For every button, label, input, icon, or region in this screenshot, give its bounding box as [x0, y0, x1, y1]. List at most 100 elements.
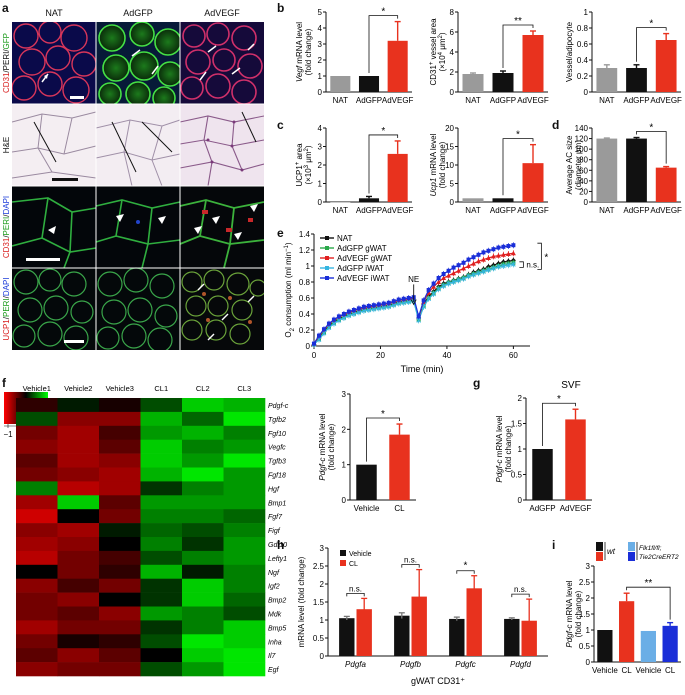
- data-point: [441, 272, 446, 276]
- heatmap-cell: [182, 481, 224, 496]
- image-he-advegf: [179, 104, 265, 187]
- x-tick-label: AdGFP: [356, 96, 382, 105]
- data-point: [485, 255, 491, 260]
- image-cd31-advegf: [180, 22, 264, 105]
- data-point: [461, 260, 466, 265]
- heatmap-gene-label: Figf: [268, 528, 281, 535]
- data-point: [421, 298, 426, 303]
- heatmap-cell: [140, 592, 183, 607]
- heatmap-cell: [223, 606, 266, 621]
- y-tick-label: 0.4: [577, 56, 589, 65]
- data-point: [451, 279, 456, 285]
- data-point: [486, 267, 491, 273]
- y-tick-label: 2: [518, 394, 523, 403]
- bar: [565, 419, 586, 500]
- heatmap-cell: [57, 620, 100, 635]
- heatmap-gene-label: Gdf10: [268, 542, 287, 549]
- significance-bracket: [366, 417, 400, 462]
- bar: [462, 74, 484, 92]
- heatmap-cell: [223, 523, 266, 538]
- bar: [411, 596, 427, 656]
- significance-label: *: [381, 7, 385, 18]
- heatmap-cell: [57, 648, 100, 663]
- y-tick-label: 20: [579, 187, 588, 196]
- heatmap-cell: [99, 453, 141, 468]
- data-point: [496, 264, 501, 270]
- heatmap-cell: [140, 662, 183, 677]
- significance-bracket: [636, 131, 667, 164]
- bar: [358, 76, 380, 92]
- data-point: [416, 314, 421, 319]
- y-tick-label: 1: [318, 180, 323, 189]
- heatmap-cell: [16, 523, 58, 538]
- x-tick-label: AdVEGF: [382, 206, 414, 215]
- data-point: [321, 327, 326, 332]
- heatmap-column-label: CL2: [196, 384, 210, 393]
- row-label: CD31/PERI/DAPI: [2, 196, 11, 258]
- data-point: [336, 314, 341, 319]
- data-point: [496, 245, 501, 250]
- heatmap-cell: [57, 453, 100, 468]
- y-axis-label: (fold change): [327, 423, 336, 470]
- y-tick-label: 3: [318, 40, 323, 49]
- data-point: [451, 270, 457, 276]
- data-point: [506, 244, 511, 248]
- x-tick-label: NAT: [465, 96, 481, 105]
- heatmap-cell: [182, 578, 224, 593]
- heatmap-gene-label: Mdk: [268, 611, 282, 618]
- heatmap-cell: [223, 537, 266, 552]
- image-cd31-adgfp: [96, 21, 183, 110]
- heatmap-column-label: Vehicle1: [23, 384, 51, 393]
- row-labels: CD31/PERI/GFP H&E CD31/PERI/DAPI UCP1/PERI/…: [2, 33, 11, 341]
- panel-letter-i: i: [552, 538, 556, 552]
- heatmap-cell: [223, 592, 266, 607]
- bar: [389, 434, 410, 500]
- y-tick-label: 140: [575, 124, 589, 133]
- y-tick-label: 0: [450, 88, 455, 97]
- heatmap-cell: [140, 495, 183, 510]
- heatmap-cell: [182, 648, 224, 663]
- y-tick-label: 20: [445, 124, 454, 133]
- y-axis-label: Pdgf-c mRNA level: [318, 413, 327, 480]
- panel-letter-b: b: [277, 1, 285, 15]
- heatmap-column-label: Vehicle3: [106, 384, 134, 393]
- heatmap-cell: [99, 495, 141, 510]
- x-tick-label: AdVEGF: [517, 206, 549, 215]
- heatmap-cell: [16, 439, 58, 454]
- heatmap-cell: [99, 564, 141, 579]
- y-axis-label: (×104 μm2): [438, 32, 447, 71]
- heatmap-growth-factors: −101Vehicle1Vehicle2Vehicle3CL1CL2CL3Pdg…: [0, 376, 300, 681]
- heatmap-cell: [223, 620, 266, 635]
- heatmap-cell: [16, 578, 58, 593]
- bar: [492, 198, 514, 202]
- heatmap-gene-label: Tgfb3: [268, 459, 286, 466]
- color-scale-label: −1: [3, 430, 13, 439]
- bar: [504, 618, 520, 656]
- legend-label: wt: [607, 547, 616, 556]
- heatmap-cell: [99, 634, 141, 649]
- heatmap-cell: [223, 648, 266, 663]
- bar: [522, 35, 544, 92]
- heatmap-cell: [16, 453, 58, 468]
- data-point: [331, 321, 337, 326]
- heatmap-gene-label: Il7: [268, 653, 277, 660]
- heatmap-cell: [223, 439, 266, 454]
- legend-label: Flk1fl/fl;: [639, 545, 662, 552]
- data-point: [511, 262, 516, 267]
- significance-bracket: [626, 586, 671, 620]
- heatmap-gene-label: Bmp2: [268, 598, 286, 605]
- heatmap-cell: [99, 592, 141, 607]
- microscopy-grid: [11, 20, 267, 353]
- y-tick-label: 3: [320, 544, 325, 553]
- heatmap-cell: [99, 550, 141, 566]
- x-tick-label: AdVEGF: [560, 504, 592, 513]
- x-tick-label: Pdgfd: [510, 660, 531, 669]
- heatmap-cell: [99, 467, 141, 482]
- x-tick-label: Vehicle: [592, 666, 618, 675]
- heatmap-cell: [140, 564, 183, 579]
- panel-letter-g: g: [473, 376, 481, 390]
- y-tick-label: 1: [306, 262, 311, 271]
- data-point: [491, 247, 496, 252]
- heatmap-cell: [16, 509, 58, 524]
- y-tick-label: 0: [320, 652, 325, 661]
